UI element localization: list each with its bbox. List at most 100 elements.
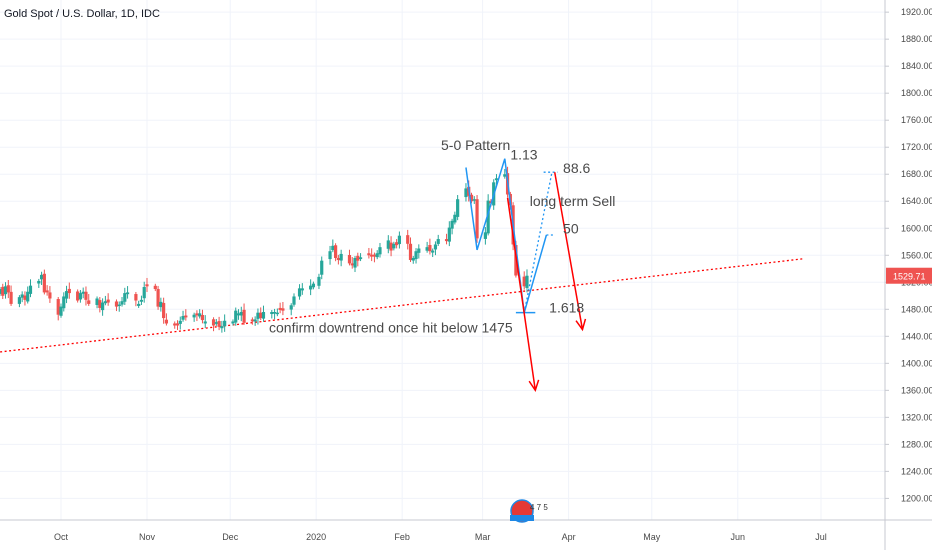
candle-body — [256, 312, 260, 319]
price-tick-label: 1680.00 — [901, 169, 932, 179]
candle-body — [431, 250, 435, 253]
candle-body — [464, 188, 468, 198]
candle-body — [275, 312, 279, 315]
candle-body — [386, 240, 390, 249]
price-tick-label: 1480.00 — [901, 304, 932, 314]
candle-body — [428, 245, 432, 252]
tradingview-logo: 4 7 5 — [510, 499, 548, 523]
candle-body — [195, 313, 199, 316]
candle-body — [453, 214, 457, 223]
time-axis[interactable]: Oct Nov Dec 2020 Feb Mar Apr May Jun Jul — [0, 519, 932, 542]
price-tick-label: 1880.00 — [901, 34, 932, 44]
candle-body — [350, 263, 354, 266]
pattern-projection-line — [523, 172, 553, 313]
candle-body — [192, 314, 196, 318]
candle-body — [236, 313, 241, 316]
candle-body — [320, 260, 324, 275]
annotation-label: 5-0 Pattern — [441, 137, 510, 153]
projection-arrows — [506, 172, 587, 393]
candle-body — [475, 199, 479, 239]
candle-body — [395, 242, 399, 246]
current-price-tag — [886, 267, 932, 284]
time-tick-label: 2020 — [306, 532, 326, 542]
time-tick-label: Jul — [815, 532, 827, 542]
candle-body — [356, 255, 360, 261]
candle-body — [278, 307, 282, 310]
candle-body — [45, 290, 49, 293]
candle-body — [28, 285, 33, 294]
candle-body — [353, 257, 357, 268]
price-tick-label: 1800.00 — [901, 88, 932, 98]
candle-body — [203, 321, 207, 324]
candle-body — [336, 257, 340, 260]
price-axis[interactable]: 1200.00 1240.00 1280.00 1320.00 1360.00 1400.… — [884, 0, 932, 550]
candle-body — [173, 323, 177, 326]
candle-body — [297, 288, 302, 297]
candle-body — [0, 289, 2, 294]
candle-body — [164, 319, 169, 324]
candle-body — [289, 305, 293, 310]
candle-body — [408, 243, 413, 260]
candle-body — [397, 235, 401, 245]
candle-body — [450, 220, 454, 229]
candle-body — [211, 319, 216, 326]
candle-body — [39, 274, 44, 280]
candle-body — [56, 299, 60, 315]
candle-body — [522, 276, 526, 287]
candle-body — [328, 251, 332, 260]
candle-body — [331, 245, 335, 251]
candle-body — [261, 312, 266, 319]
candle-body — [23, 295, 27, 300]
price-tick-label: 1400.00 — [901, 358, 932, 368]
candle-body — [198, 313, 202, 317]
candle-body — [425, 247, 429, 251]
candle-body — [200, 314, 205, 321]
pattern-legs — [465, 158, 548, 313]
candle-body — [375, 253, 379, 258]
candle-body — [242, 309, 246, 323]
candles — [0, 166, 529, 333]
candle-body — [447, 227, 451, 242]
candle-body — [292, 296, 296, 305]
candle-body — [234, 310, 238, 323]
candle-body — [125, 292, 130, 295]
time-tick-label: May — [643, 532, 661, 542]
price-tick-label: 1560.00 — [901, 250, 932, 260]
candle-body — [134, 294, 138, 301]
candle-body — [494, 178, 499, 181]
candle-body — [175, 323, 180, 326]
candle-body — [309, 285, 313, 290]
time-tick-label: Nov — [139, 532, 156, 542]
harmonic-pattern — [465, 158, 558, 314]
candle-body — [378, 247, 382, 255]
candle-body — [62, 296, 66, 309]
candle-body — [433, 244, 438, 250]
candle-body — [3, 286, 8, 295]
candle-body — [231, 321, 235, 324]
candle-body — [220, 326, 224, 329]
price-tick-label: 1200.00 — [901, 493, 932, 503]
candle-body — [76, 291, 80, 301]
time-tick-label: Jun — [731, 532, 746, 542]
candle-body — [259, 312, 263, 319]
annotation-label: confirm downtrend once hit below 1475 — [269, 319, 513, 335]
price-tick-label: 1280.00 — [901, 439, 932, 449]
candle-body — [358, 257, 363, 260]
price-tick-label: 1240.00 — [901, 466, 932, 476]
candle-body — [114, 301, 119, 307]
candle-body — [17, 297, 21, 304]
candle-body — [84, 291, 88, 300]
candle-body — [272, 312, 277, 314]
symbol-title[interactable]: Gold Spot / U.S. Dollar, 1D, IDC — [4, 8, 160, 20]
candle-body — [414, 251, 418, 260]
candle-body — [145, 284, 149, 287]
candle-body — [26, 291, 30, 302]
candle-body — [120, 301, 124, 305]
candle-body — [472, 199, 476, 201]
candle-body — [139, 299, 144, 302]
candle-body — [156, 289, 160, 307]
current-price-label: 1529.71 — [893, 272, 926, 282]
candle-body — [162, 302, 166, 319]
